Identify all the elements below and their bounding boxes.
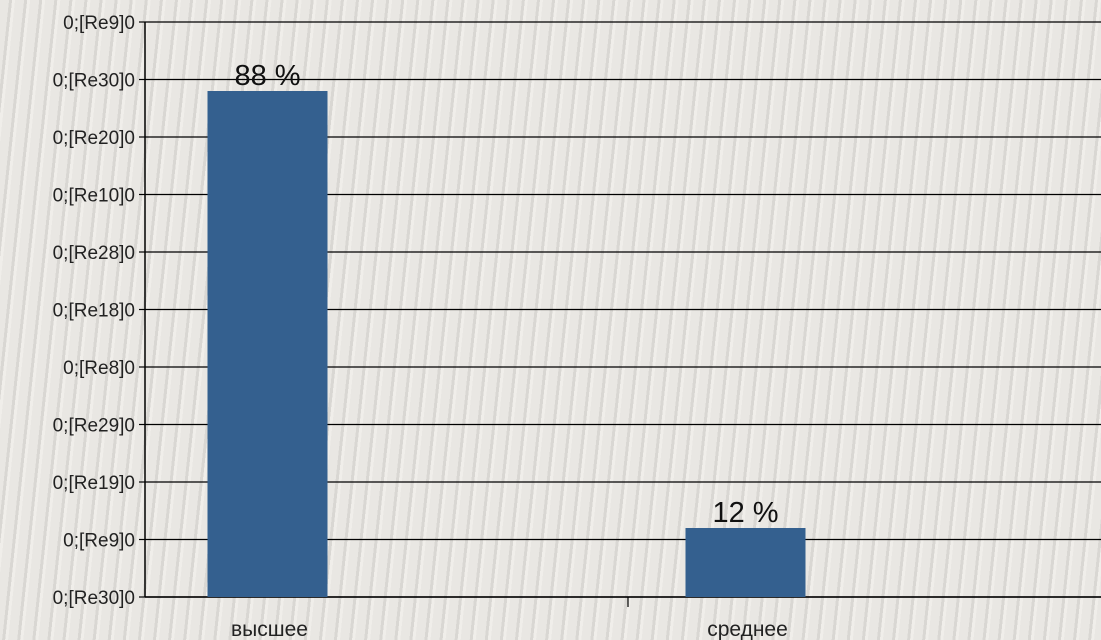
bars — [207, 91, 806, 597]
data-label: 88 % — [234, 60, 300, 92]
y-tick-label: 0;[Re8]0 — [63, 358, 135, 379]
y-axis-ticks: 0;[Re30]0 0;[Re9]0 0;[Re19]0 0;[Re29]0 0;[Re… — [53, 13, 145, 609]
data-label: 12 % — [712, 497, 778, 529]
y-tick-label: 0;[Re30]0 — [53, 588, 135, 609]
category-label: высшее — [231, 618, 308, 640]
y-tick-label: 0;[Re9]0 — [63, 13, 135, 34]
category-labels: высшее среднее — [231, 618, 788, 640]
category-label: среднее — [707, 618, 788, 640]
y-tick-label: 0;[Re10]0 — [53, 186, 135, 207]
y-tick-label: 0;[Re9]0 — [63, 531, 135, 552]
y-tick-label: 0;[Re19]0 — [53, 473, 135, 494]
y-tick-label: 0;[Re28]0 — [53, 243, 135, 264]
bar-2 — [685, 528, 806, 597]
data-labels: 88 % 12 % — [234, 60, 778, 529]
bar-1 — [207, 91, 328, 597]
y-tick-label: 0;[Re18]0 — [53, 301, 135, 322]
y-tick-label: 0;[Re30]0 — [53, 71, 135, 92]
y-tick-label: 0;[Re20]0 — [53, 128, 135, 149]
y-tick-label: 0;[Re29]0 — [53, 416, 135, 437]
